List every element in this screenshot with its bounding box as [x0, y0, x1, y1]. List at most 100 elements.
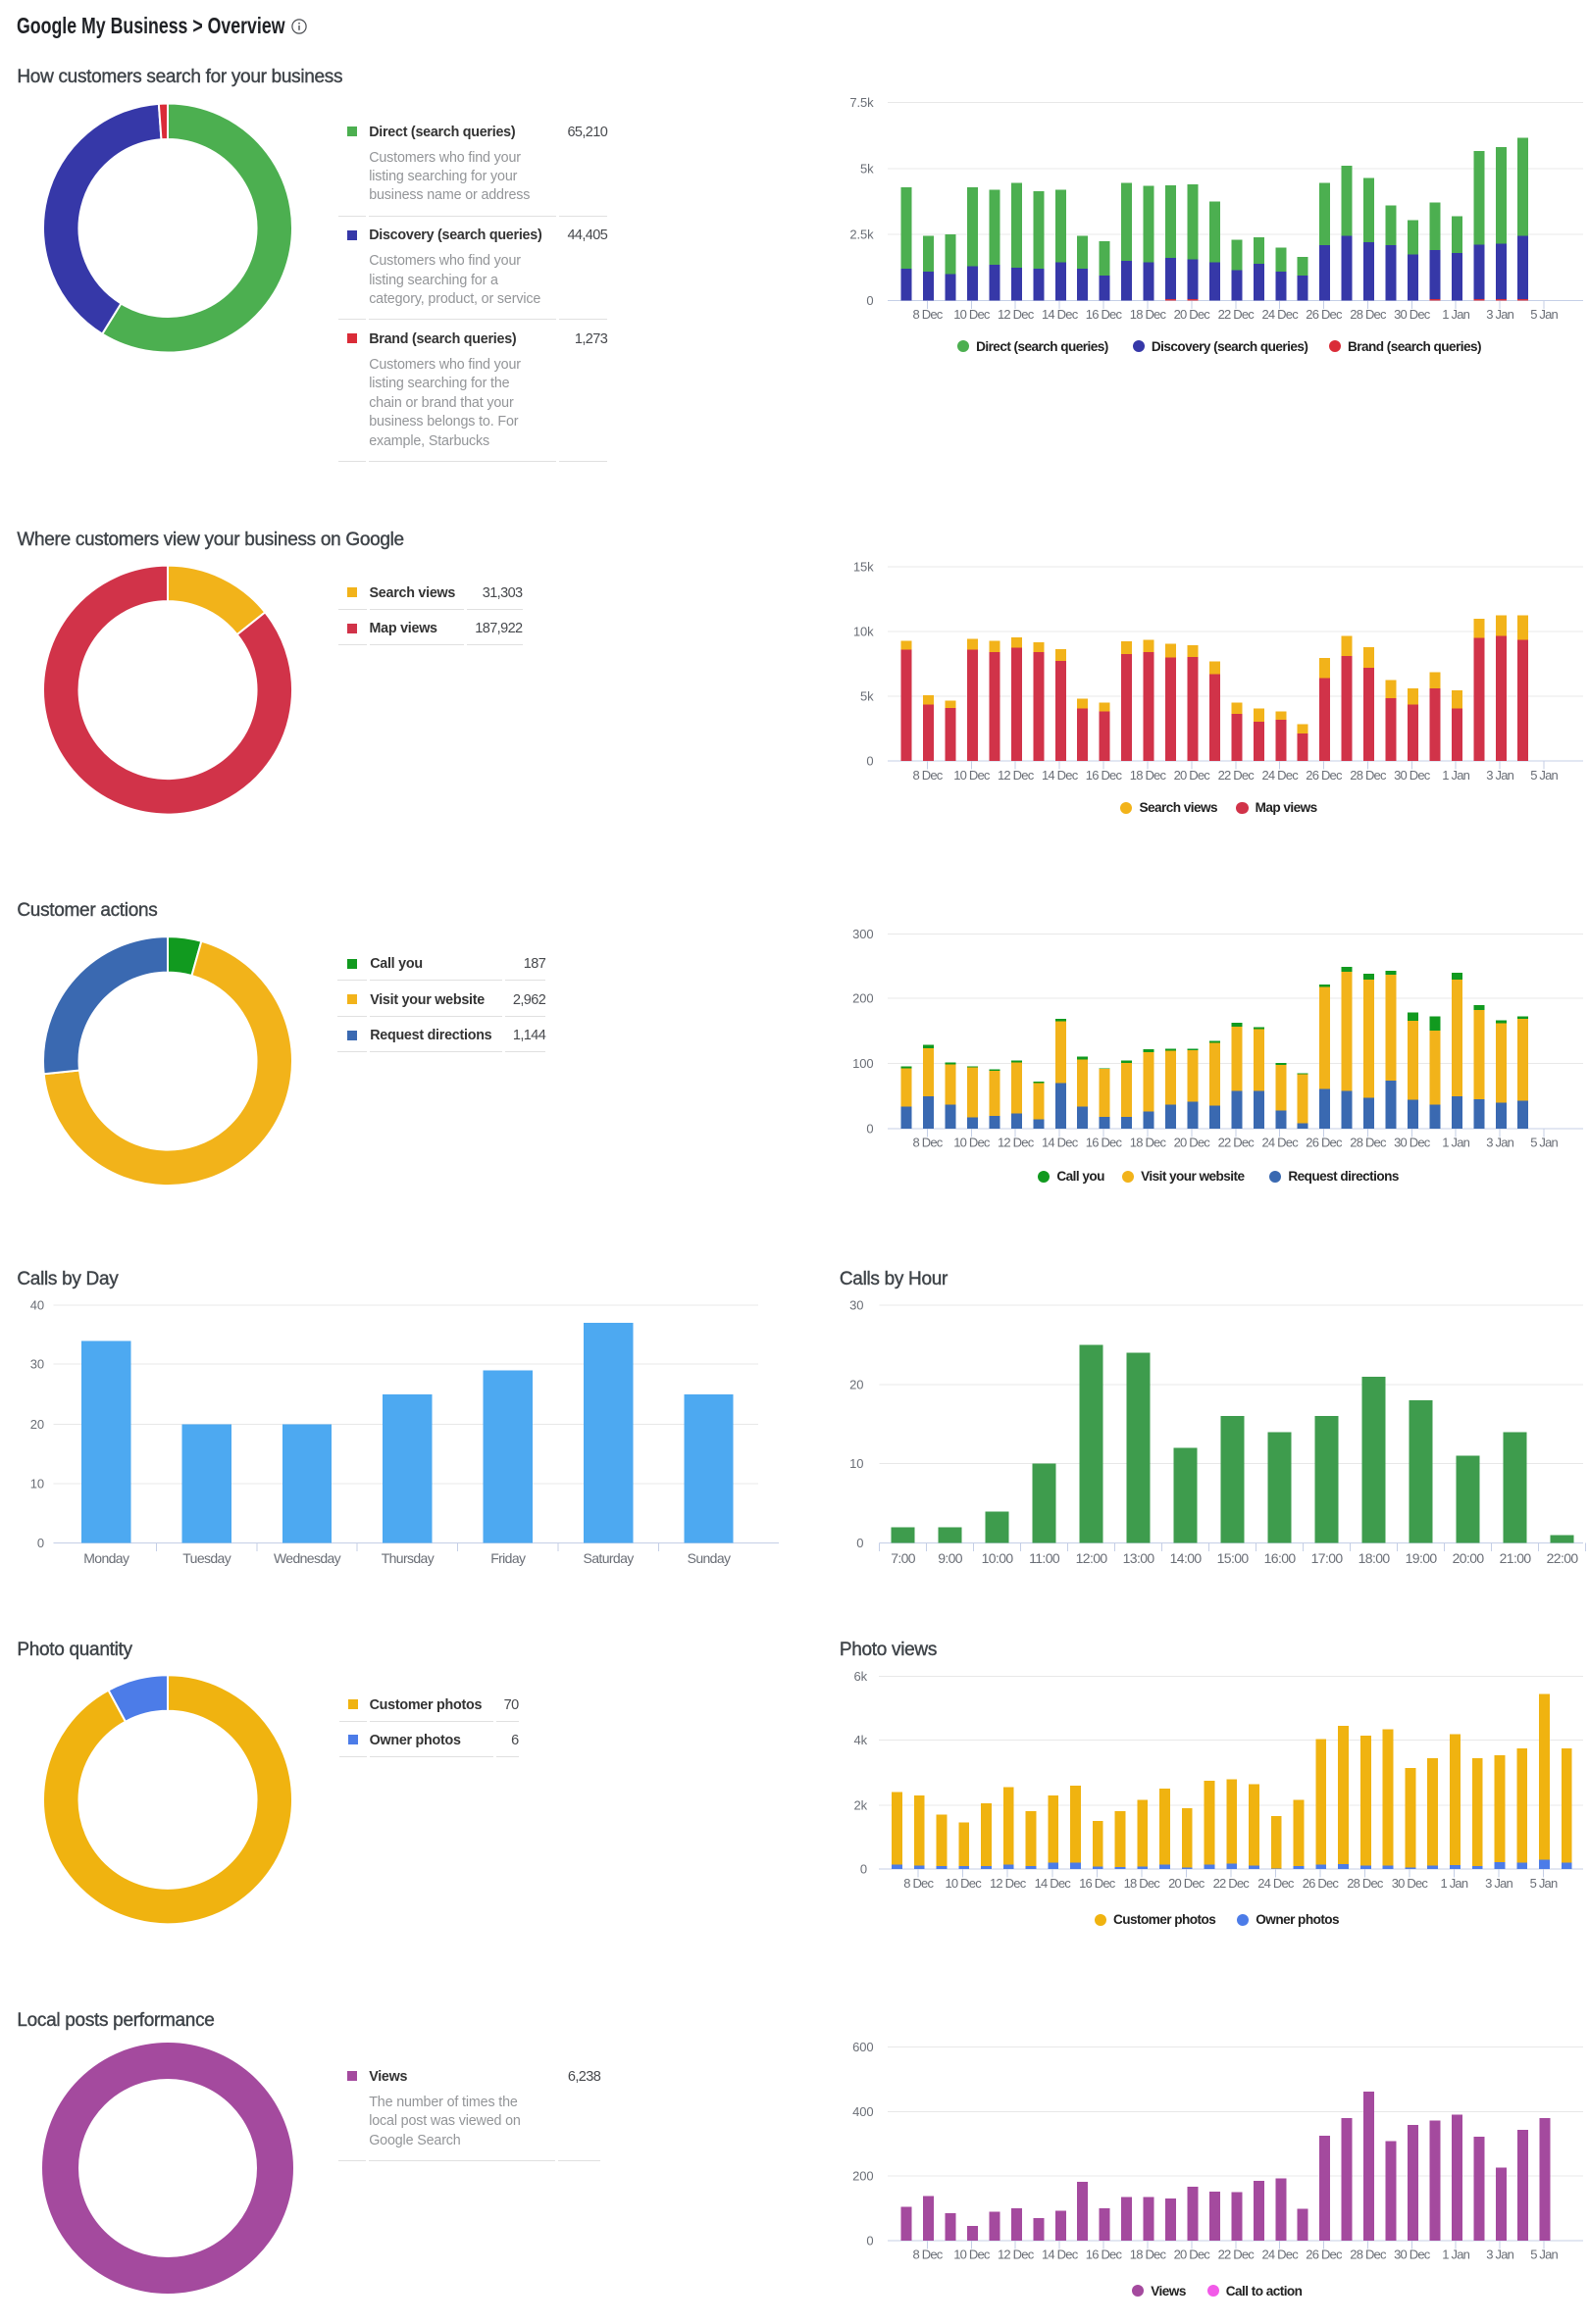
svg-text:40: 40 — [30, 1298, 44, 1313]
svg-text:12 Dec: 12 Dec — [990, 1876, 1027, 1891]
svg-text:8 Dec: 8 Dec — [913, 307, 944, 322]
svg-text:20 Dec: 20 Dec — [1174, 2248, 1211, 2262]
svg-text:Tuesday: Tuesday — [182, 1550, 231, 1566]
svg-text:300: 300 — [852, 927, 873, 941]
svg-text:3 Jan: 3 Jan — [1486, 2248, 1513, 2262]
svg-text:0: 0 — [866, 754, 873, 769]
svg-text:24 Dec: 24 Dec — [1262, 1136, 1300, 1150]
svg-text:200: 200 — [852, 991, 873, 1006]
svg-text:20 Dec: 20 Dec — [1174, 1136, 1211, 1150]
svg-text:Saturday: Saturday — [584, 1550, 635, 1566]
svg-text:28 Dec: 28 Dec — [1347, 1876, 1384, 1891]
svg-text:18:00: 18:00 — [1358, 1550, 1391, 1566]
svg-text:22 Dec: 22 Dec — [1218, 768, 1256, 783]
svg-text:19:00: 19:00 — [1406, 1550, 1438, 1566]
svg-text:20: 20 — [849, 1377, 863, 1391]
svg-text:8 Dec: 8 Dec — [913, 768, 944, 783]
svg-text:5k: 5k — [860, 162, 874, 177]
svg-text:17:00: 17:00 — [1311, 1550, 1344, 1566]
svg-text:4k: 4k — [853, 1733, 867, 1747]
svg-text:30 Dec: 30 Dec — [1394, 1136, 1431, 1150]
svg-text:16 Dec: 16 Dec — [1086, 1136, 1123, 1150]
svg-text:10k: 10k — [853, 625, 874, 639]
svg-text:20:00: 20:00 — [1453, 1550, 1485, 1566]
svg-text:5k: 5k — [860, 689, 874, 704]
svg-text:Friday: Friday — [490, 1550, 526, 1566]
svg-text:22:00: 22:00 — [1547, 1550, 1579, 1566]
svg-text:1 Jan: 1 Jan — [1440, 1876, 1467, 1891]
svg-text:5 Jan: 5 Jan — [1530, 2248, 1558, 2262]
svg-text:12 Dec: 12 Dec — [998, 2248, 1035, 2262]
svg-text:12 Dec: 12 Dec — [998, 1136, 1035, 1150]
svg-text:30 Dec: 30 Dec — [1392, 1876, 1429, 1891]
svg-text:Wednesday: Wednesday — [274, 1550, 341, 1566]
svg-text:30 Dec: 30 Dec — [1394, 307, 1431, 322]
svg-text:22 Dec: 22 Dec — [1218, 1136, 1256, 1150]
svg-text:24 Dec: 24 Dec — [1262, 307, 1300, 322]
svg-text:2.5k: 2.5k — [849, 227, 874, 242]
svg-text:7:00: 7:00 — [891, 1550, 916, 1566]
svg-text:0: 0 — [866, 293, 873, 308]
svg-text:8 Dec: 8 Dec — [903, 1876, 934, 1891]
svg-text:18 Dec: 18 Dec — [1130, 307, 1167, 322]
svg-text:30: 30 — [849, 1298, 863, 1313]
svg-text:24 Dec: 24 Dec — [1257, 1876, 1295, 1891]
svg-text:28 Dec: 28 Dec — [1350, 1136, 1387, 1150]
svg-text:16 Dec: 16 Dec — [1079, 1876, 1116, 1891]
svg-text:0: 0 — [866, 1121, 873, 1136]
svg-text:26 Dec: 26 Dec — [1306, 1136, 1343, 1150]
svg-text:20 Dec: 20 Dec — [1174, 307, 1211, 322]
svg-text:30: 30 — [30, 1357, 44, 1372]
svg-text:1 Jan: 1 Jan — [1442, 2248, 1469, 2262]
svg-text:100: 100 — [852, 1056, 873, 1071]
svg-text:26 Dec: 26 Dec — [1303, 1876, 1340, 1891]
svg-text:10:00: 10:00 — [982, 1550, 1014, 1566]
svg-text:3 Jan: 3 Jan — [1486, 768, 1513, 783]
svg-text:Sunday: Sunday — [688, 1550, 731, 1566]
svg-text:16 Dec: 16 Dec — [1086, 768, 1123, 783]
svg-text:1 Jan: 1 Jan — [1442, 1136, 1469, 1150]
svg-text:14 Dec: 14 Dec — [1035, 1876, 1072, 1891]
svg-text:5 Jan: 5 Jan — [1530, 307, 1558, 322]
svg-text:28 Dec: 28 Dec — [1350, 768, 1387, 783]
svg-text:24 Dec: 24 Dec — [1262, 768, 1300, 783]
svg-text:16 Dec: 16 Dec — [1086, 2248, 1123, 2262]
svg-text:26 Dec: 26 Dec — [1306, 2248, 1343, 2262]
svg-text:200: 200 — [852, 2169, 873, 2184]
svg-text:12 Dec: 12 Dec — [998, 307, 1035, 322]
svg-text:0: 0 — [37, 1536, 44, 1550]
svg-text:5 Jan: 5 Jan — [1530, 1876, 1558, 1891]
svg-text:0: 0 — [860, 1862, 867, 1877]
svg-text:14 Dec: 14 Dec — [1042, 307, 1079, 322]
svg-text:600: 600 — [852, 2040, 873, 2054]
svg-text:30 Dec: 30 Dec — [1394, 768, 1431, 783]
svg-text:10 Dec: 10 Dec — [946, 1876, 983, 1891]
svg-text:20 Dec: 20 Dec — [1168, 1876, 1205, 1891]
svg-text:18 Dec: 18 Dec — [1130, 2248, 1167, 2262]
svg-text:14:00: 14:00 — [1170, 1550, 1203, 1566]
svg-text:18 Dec: 18 Dec — [1130, 1136, 1167, 1150]
svg-text:10 Dec: 10 Dec — [953, 768, 991, 783]
svg-text:3 Jan: 3 Jan — [1486, 307, 1513, 322]
svg-text:11:00: 11:00 — [1029, 1550, 1060, 1566]
svg-text:8 Dec: 8 Dec — [913, 1136, 944, 1150]
svg-text:2k: 2k — [853, 1797, 867, 1812]
svg-text:1 Jan: 1 Jan — [1442, 307, 1469, 322]
svg-text:30 Dec: 30 Dec — [1394, 2248, 1431, 2262]
svg-text:12:00: 12:00 — [1076, 1550, 1108, 1566]
svg-text:20: 20 — [30, 1417, 44, 1432]
svg-text:10: 10 — [30, 1476, 44, 1490]
svg-text:13:00: 13:00 — [1123, 1550, 1155, 1566]
svg-text:24 Dec: 24 Dec — [1262, 2248, 1300, 2262]
svg-text:10 Dec: 10 Dec — [953, 307, 991, 322]
svg-text:22 Dec: 22 Dec — [1218, 2248, 1256, 2262]
svg-text:10: 10 — [849, 1456, 863, 1471]
svg-text:18 Dec: 18 Dec — [1124, 1876, 1161, 1891]
svg-text:8 Dec: 8 Dec — [913, 2248, 944, 2262]
svg-text:12 Dec: 12 Dec — [998, 768, 1035, 783]
svg-text:0: 0 — [866, 2233, 873, 2248]
svg-text:22 Dec: 22 Dec — [1213, 1876, 1251, 1891]
svg-text:3 Jan: 3 Jan — [1485, 1876, 1512, 1891]
svg-text:22 Dec: 22 Dec — [1218, 307, 1256, 322]
svg-text:26 Dec: 26 Dec — [1306, 768, 1343, 783]
